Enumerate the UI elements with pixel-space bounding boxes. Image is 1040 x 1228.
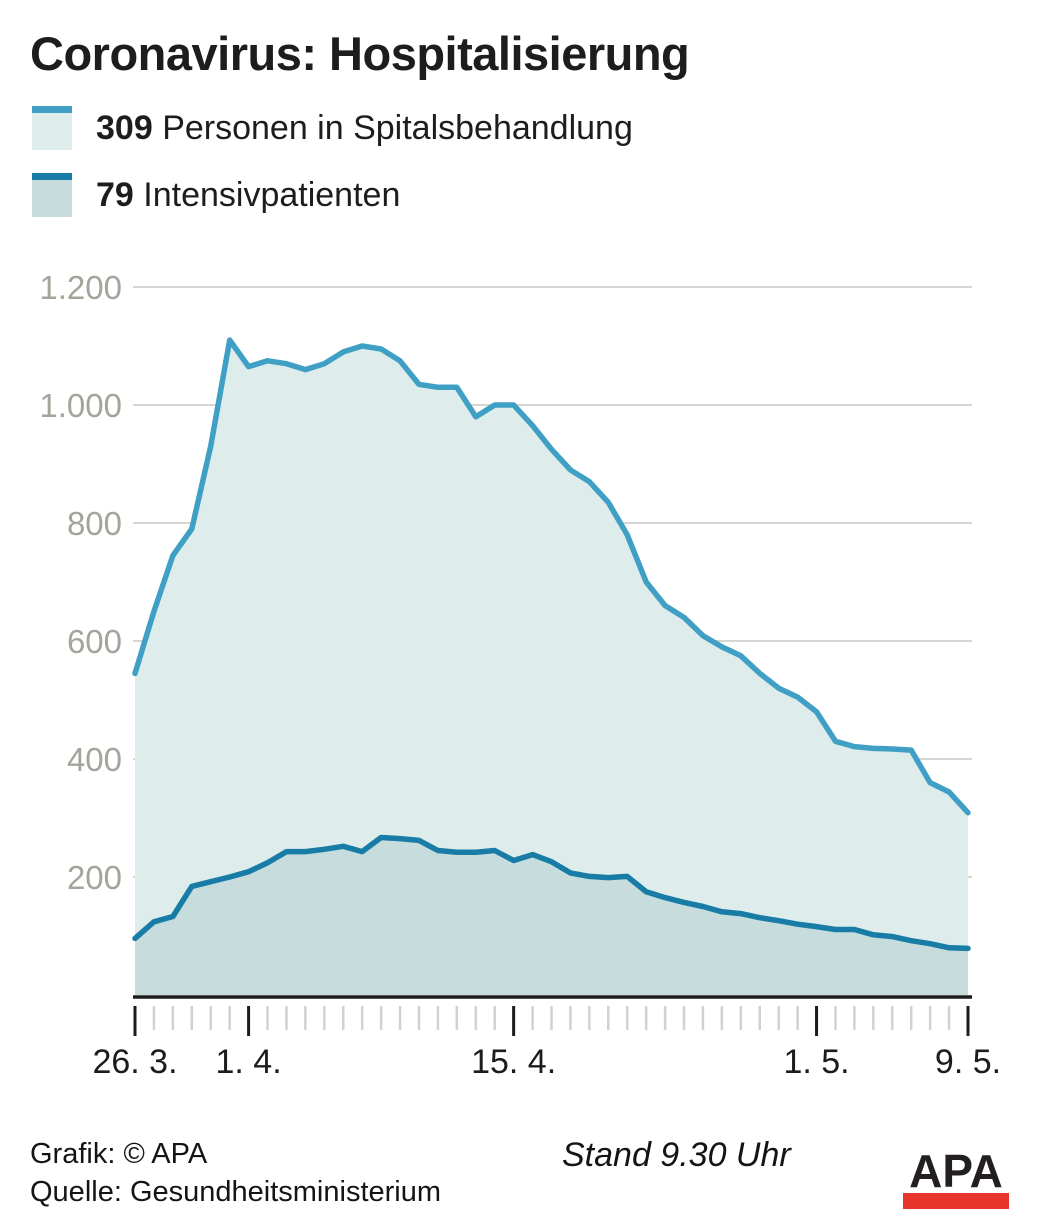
chart-title: Coronavirus: Hospitalisierung <box>30 27 690 80</box>
series-area <box>135 340 968 996</box>
icu-label: Intensivpatienten <box>143 175 401 214</box>
x-axis-labels: 26. 3. 1. 4. 15. 4. 1. 5. 9. 5. <box>92 1043 1001 1081</box>
x-axis-label: 1. 4. <box>216 1043 282 1081</box>
footer-status: Stand 9.30 Uhr <box>562 1136 791 1174</box>
hospitalized-label: Personen in Spitalsbehandlung <box>162 108 633 147</box>
legend-label-hospitalized: 309 Personen in Spitalsbehandlung <box>96 109 633 148</box>
x-axis-label: 9. 5. <box>935 1043 1001 1081</box>
legend-swatch-fill <box>32 180 72 217</box>
apa-logo-red-bar <box>903 1193 1009 1209</box>
legend-label-icu: 79 Intensivpatienten <box>96 176 400 215</box>
hospitalization-area-chart: 200 400 600 800 1.000 1.200 26. 3. 1. 4. 15. 4. 1… <box>39 269 1001 1081</box>
y-axis-label: 400 <box>67 741 122 778</box>
legend-swatch-accent <box>32 173 72 180</box>
x-axis-label: 1. 5. <box>783 1043 849 1081</box>
series-icu <box>132 834 971 995</box>
x-axis-ticks <box>133 1006 970 1036</box>
y-axis-label: 200 <box>67 859 122 896</box>
legend-swatch-icu <box>32 173 72 217</box>
apa-logo-text: APA <box>909 1145 1003 1197</box>
legend-swatch-accent <box>32 106 72 113</box>
y-axis-label: 1.000 <box>39 387 122 424</box>
series-line <box>132 337 971 816</box>
legend-swatch-hospitalized <box>32 106 72 150</box>
legend: 309 Personen in Spitalsbehandlung 79 Int… <box>32 106 633 240</box>
x-axis-label: 15. 4. <box>471 1043 556 1081</box>
footer-source: Quelle: Gesundheitsministerium <box>30 1176 442 1208</box>
legend-swatch-fill <box>32 113 72 150</box>
apa-logo: APA <box>903 1145 1009 1209</box>
footer-credit: Grafik: © APA <box>30 1138 208 1170</box>
series-area <box>135 837 968 995</box>
hospitalized-count: 309 <box>96 108 153 147</box>
legend-item-icu: 79 Intensivpatienten <box>32 173 633 217</box>
icu-count: 79 <box>96 175 134 214</box>
x-axis-label: 26. 3. <box>92 1043 177 1081</box>
y-axis-label: 600 <box>67 623 122 660</box>
y-axis-label: 800 <box>67 505 122 542</box>
series-line <box>132 834 971 952</box>
legend-item-hospitalized: 309 Personen in Spitalsbehandlung <box>32 106 633 150</box>
series-hospitalized <box>132 337 971 996</box>
y-axis-label: 1.200 <box>39 269 122 306</box>
